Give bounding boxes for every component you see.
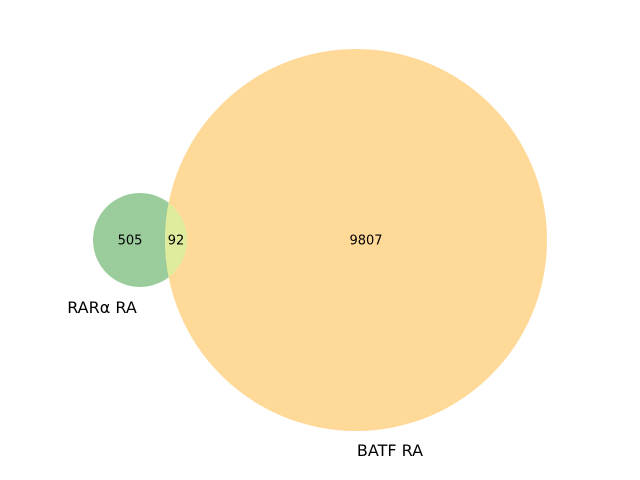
only-b-count: 9807 bbox=[349, 234, 382, 249]
set-a-circle bbox=[93, 193, 187, 287]
set-b-label: BATF RA bbox=[357, 441, 423, 460]
overlap-count: 92 bbox=[168, 234, 185, 249]
set-b-circle bbox=[165, 49, 547, 431]
set-a-label: RARα RA bbox=[67, 298, 137, 317]
only-a-count: 505 bbox=[118, 234, 143, 249]
